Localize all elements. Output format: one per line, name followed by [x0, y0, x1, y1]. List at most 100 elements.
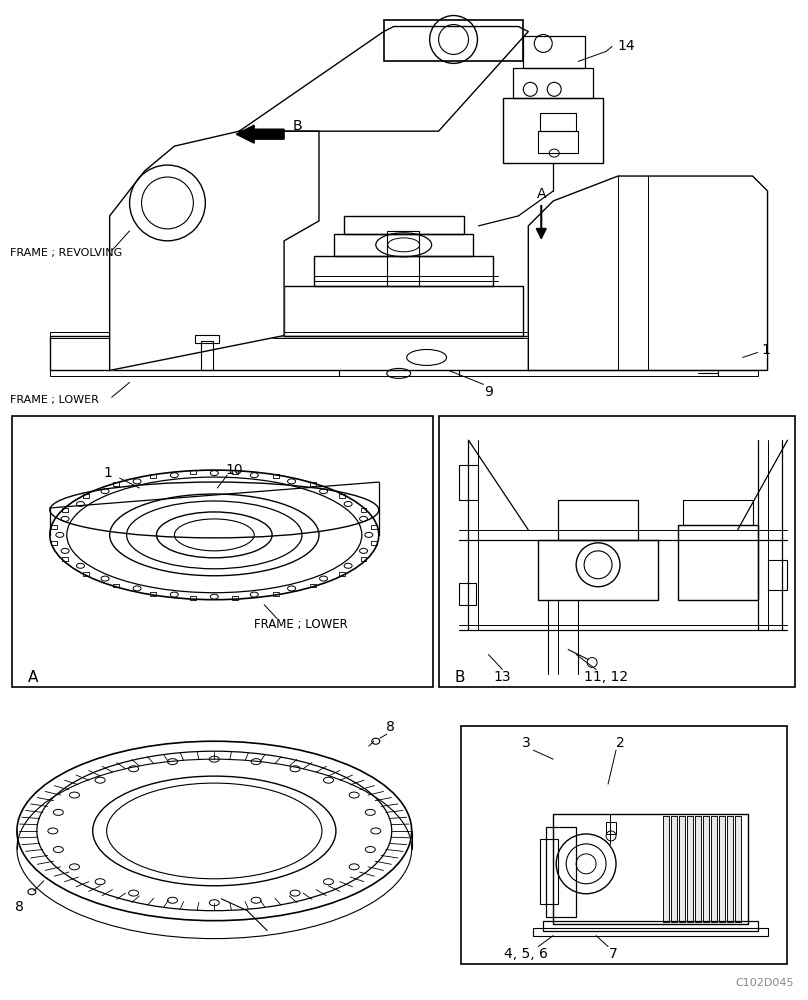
Bar: [558, 500, 638, 540]
Bar: [524, 36, 585, 68]
Bar: [273, 474, 279, 478]
Bar: [606, 822, 616, 834]
Bar: [344, 216, 464, 234]
Bar: [678, 525, 758, 600]
Text: 4, 5, 6: 4, 5, 6: [504, 947, 549, 961]
Bar: [314, 256, 494, 286]
Bar: [233, 470, 238, 474]
Bar: [149, 592, 155, 596]
Bar: [513, 68, 593, 98]
Bar: [711, 816, 717, 922]
Text: FRAME ; REVOLVING: FRAME ; REVOLVING: [10, 248, 122, 258]
Text: FRAME ; LOWER: FRAME ; LOWER: [255, 618, 348, 631]
Bar: [113, 482, 119, 486]
Bar: [360, 508, 367, 512]
Bar: [671, 816, 677, 922]
Text: 11, 12: 11, 12: [584, 670, 628, 684]
Bar: [663, 816, 669, 922]
Text: C102D045: C102D045: [735, 978, 794, 988]
Bar: [543, 921, 758, 931]
Bar: [384, 20, 524, 61]
Bar: [768, 560, 788, 590]
Bar: [703, 816, 709, 922]
Bar: [233, 596, 238, 600]
Bar: [309, 482, 316, 486]
Bar: [703, 816, 709, 922]
Text: 14: 14: [617, 39, 635, 53]
Bar: [533, 928, 768, 936]
Bar: [50, 370, 758, 376]
Text: 7: 7: [608, 947, 617, 961]
Text: A: A: [537, 187, 546, 201]
Bar: [334, 234, 473, 256]
Bar: [734, 816, 741, 922]
Bar: [62, 557, 68, 561]
Text: B: B: [292, 119, 302, 133]
Bar: [309, 584, 316, 587]
Bar: [50, 336, 758, 370]
Bar: [113, 584, 119, 587]
Bar: [695, 816, 701, 922]
Text: 9: 9: [484, 385, 493, 399]
Bar: [196, 335, 219, 343]
Bar: [538, 131, 579, 153]
Polygon shape: [528, 176, 768, 370]
Bar: [387, 231, 419, 286]
Text: 1: 1: [761, 343, 770, 357]
Bar: [50, 332, 758, 338]
Bar: [51, 525, 57, 529]
Bar: [663, 816, 669, 922]
Bar: [339, 572, 345, 576]
Bar: [679, 816, 685, 922]
Bar: [503, 98, 603, 163]
Bar: [718, 816, 725, 922]
Bar: [718, 816, 725, 922]
Text: 8: 8: [15, 900, 24, 914]
Bar: [372, 541, 377, 545]
Bar: [439, 416, 795, 687]
Bar: [546, 827, 576, 917]
Bar: [273, 592, 279, 596]
Bar: [372, 525, 377, 529]
Text: 2: 2: [616, 736, 625, 750]
Bar: [360, 557, 367, 561]
Bar: [83, 572, 89, 576]
Bar: [671, 816, 677, 922]
Text: FRAME ; LOWER: FRAME ; LOWER: [10, 395, 99, 405]
Bar: [553, 814, 747, 924]
Bar: [284, 286, 524, 336]
Text: A: A: [28, 670, 38, 685]
Text: 13: 13: [494, 670, 511, 684]
Bar: [458, 465, 478, 500]
Bar: [190, 470, 196, 474]
Bar: [687, 816, 692, 922]
Bar: [12, 416, 432, 687]
Bar: [538, 540, 658, 600]
Bar: [726, 816, 733, 922]
Bar: [149, 474, 155, 478]
Bar: [201, 341, 213, 370]
Bar: [711, 816, 717, 922]
Bar: [83, 494, 89, 498]
Polygon shape: [239, 27, 528, 131]
Bar: [461, 726, 788, 964]
Bar: [62, 508, 68, 512]
Bar: [541, 113, 576, 131]
Bar: [458, 583, 477, 605]
Text: B: B: [455, 670, 465, 685]
Polygon shape: [110, 131, 319, 370]
Text: 3: 3: [522, 736, 531, 750]
Bar: [190, 596, 196, 600]
Bar: [734, 816, 741, 922]
Bar: [726, 816, 733, 922]
Text: 10: 10: [225, 463, 243, 477]
FancyArrow shape: [236, 125, 284, 143]
Bar: [683, 500, 752, 525]
Bar: [51, 541, 57, 545]
Bar: [339, 494, 345, 498]
Text: 8: 8: [386, 720, 395, 734]
Bar: [695, 816, 701, 922]
Bar: [541, 839, 558, 904]
Bar: [679, 816, 685, 922]
Text: 1: 1: [103, 466, 112, 480]
